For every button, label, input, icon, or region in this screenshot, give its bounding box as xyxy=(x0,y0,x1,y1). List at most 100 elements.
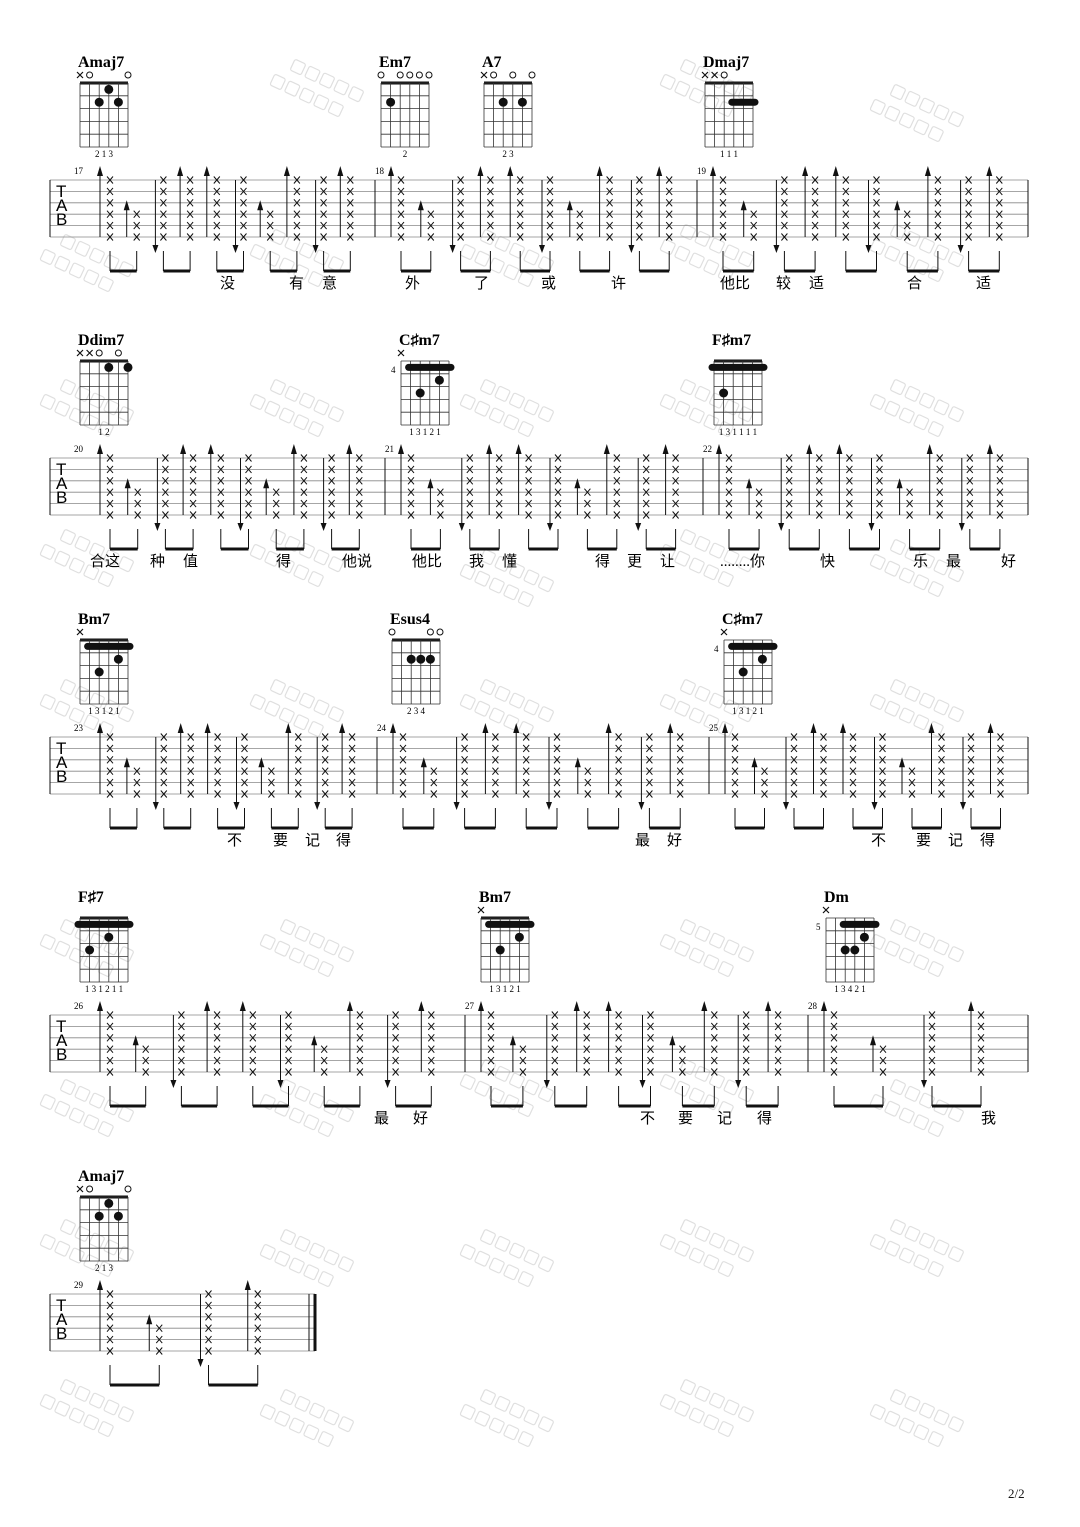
watermark-glyph xyxy=(338,1416,354,1433)
mute-x-note xyxy=(348,744,356,753)
watermark-glyph xyxy=(898,112,915,129)
watermark-glyph xyxy=(717,1101,734,1117)
mute-x-note xyxy=(642,476,650,485)
watermark-glyph xyxy=(694,685,711,702)
up-arrow-icon xyxy=(605,723,612,733)
mute-x-note xyxy=(133,778,141,787)
watermark-glyph xyxy=(703,94,720,111)
mute-x-note xyxy=(815,511,823,519)
watermark-glyph xyxy=(299,392,315,409)
mute-x-note xyxy=(321,778,329,787)
mute-x-note xyxy=(355,511,363,519)
watermark-glyph xyxy=(674,80,691,97)
mute-x-note xyxy=(487,233,494,241)
watermark-glyph xyxy=(303,954,320,971)
mute-x-note xyxy=(755,499,763,508)
watermark-glyph xyxy=(517,1271,534,1287)
mute-x-note xyxy=(392,1068,399,1076)
mute-x-note xyxy=(106,488,114,497)
watermark-glyph xyxy=(869,99,886,115)
mute-x-note xyxy=(928,1045,936,1054)
strum xyxy=(152,176,167,253)
watermark-glyph xyxy=(327,101,344,117)
mute-x-note xyxy=(328,499,335,508)
mute-x-note xyxy=(525,476,532,485)
watermark-glyph xyxy=(509,392,525,409)
up-arrow-icon xyxy=(566,200,573,211)
mute-x-note xyxy=(245,511,252,519)
mute-x-note xyxy=(492,767,499,776)
watermark-glyph xyxy=(717,1421,734,1437)
watermark-glyph xyxy=(303,1114,320,1131)
mute-x-note xyxy=(213,198,221,207)
mute-x-note xyxy=(811,198,819,207)
watermark-glyph xyxy=(680,679,696,696)
watermark-glyph xyxy=(68,1247,85,1264)
lyric: 最 xyxy=(374,1110,389,1127)
mute-x-note xyxy=(996,465,1004,474)
chord-name: F♯m7 xyxy=(712,332,751,349)
mute-x-note xyxy=(938,778,945,787)
chord-dot xyxy=(123,362,133,372)
mute-x-note xyxy=(205,1347,212,1355)
mute-x-note xyxy=(636,233,643,241)
mute-x-note xyxy=(407,465,415,474)
mute-x-note xyxy=(781,187,788,196)
mute-x-note xyxy=(995,176,1003,184)
strum xyxy=(220,454,252,551)
watermark-glyph xyxy=(89,247,105,264)
mute-x-note xyxy=(781,176,788,184)
mute-x-note xyxy=(241,755,248,764)
mute-x-note xyxy=(487,176,494,184)
mute-x-note xyxy=(142,1056,150,1065)
mute-x-note xyxy=(879,744,886,753)
watermark-glyph xyxy=(703,1254,720,1271)
lyric: 得 xyxy=(595,553,610,570)
watermark-glyph xyxy=(118,1246,134,1263)
up-arrow-icon xyxy=(574,757,581,768)
mute-x-note xyxy=(427,210,435,219)
watermark-glyph xyxy=(74,240,91,257)
mute-x-note xyxy=(873,198,880,207)
watermark-glyph xyxy=(309,1242,325,1259)
lyric: 最 xyxy=(635,832,650,849)
watermark-glyph xyxy=(68,947,85,964)
mute-x-note xyxy=(551,1045,559,1054)
mute-x-note xyxy=(546,187,554,196)
mute-x-note xyxy=(846,488,853,497)
muted-string-marker xyxy=(480,71,488,79)
up-arrow-icon xyxy=(283,166,290,176)
strum xyxy=(258,757,275,798)
mute-x-note xyxy=(781,233,788,241)
mute-x-note xyxy=(249,1056,257,1065)
down-arrow-icon xyxy=(543,1080,550,1088)
open-string-marker xyxy=(720,71,728,79)
down-arrow-icon xyxy=(197,1359,204,1367)
mute-x-note xyxy=(965,198,972,207)
watermark-glyph xyxy=(338,1256,354,1273)
watermark-glyph xyxy=(68,1107,85,1124)
watermark-glyph xyxy=(869,1234,886,1250)
chord-diagram: C♯m7 4 1 3 1 2 1 xyxy=(391,332,455,437)
mute-x-note xyxy=(466,465,474,474)
strum xyxy=(152,733,168,810)
mute-x-note xyxy=(427,233,435,241)
watermark-glyph xyxy=(509,692,525,709)
mute-x-note xyxy=(553,778,561,787)
measure-number: 29 xyxy=(74,1280,84,1290)
watermark-glyph xyxy=(898,707,915,724)
strum xyxy=(778,454,793,531)
down-arrow-icon xyxy=(152,245,159,253)
mute-x-note xyxy=(876,511,883,519)
mute-x-note xyxy=(525,454,532,462)
mute-x-note xyxy=(328,465,335,474)
lyric: 了 xyxy=(474,275,489,292)
watermark-glyph xyxy=(680,1219,696,1236)
mute-x-note xyxy=(245,488,252,497)
lyric: 快 xyxy=(820,553,835,570)
watermark-glyph xyxy=(884,560,901,577)
chord-dot xyxy=(719,388,729,398)
up-arrow-icon xyxy=(482,723,489,733)
mute-x-note xyxy=(676,767,684,776)
watermark-glyph xyxy=(103,1399,120,1416)
